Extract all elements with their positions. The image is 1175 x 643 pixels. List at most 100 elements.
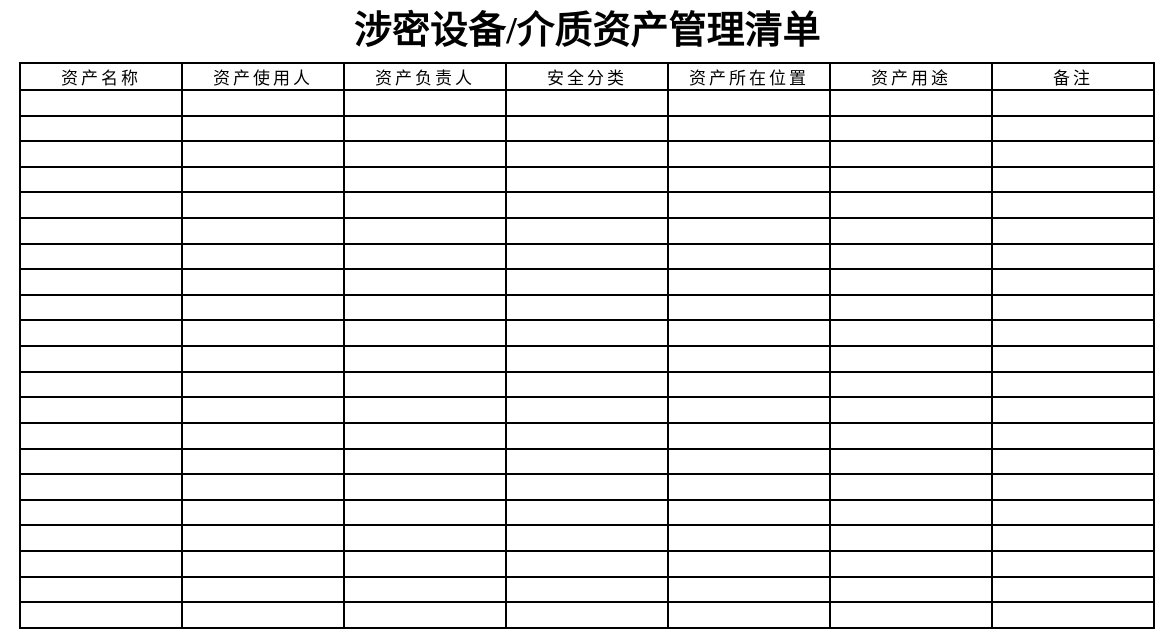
empty-cell[interactable] — [991, 114, 1155, 143]
empty-cell[interactable] — [181, 268, 345, 296]
empty-cell[interactable] — [19, 473, 183, 501]
empty-cell[interactable] — [343, 498, 507, 527]
empty-cell[interactable] — [19, 293, 183, 322]
empty-cell[interactable] — [829, 114, 993, 143]
empty-cell[interactable] — [667, 242, 831, 271]
empty-cell[interactable] — [829, 217, 993, 245]
empty-cell[interactable] — [19, 549, 183, 578]
empty-cell[interactable] — [829, 89, 993, 117]
empty-cell[interactable] — [19, 89, 183, 117]
empty-cell[interactable] — [343, 447, 507, 476]
empty-cell[interactable] — [667, 345, 831, 373]
empty-cell[interactable] — [343, 165, 507, 194]
empty-cell[interactable] — [829, 242, 993, 271]
empty-cell[interactable] — [181, 370, 345, 399]
empty-cell[interactable] — [667, 447, 831, 476]
empty-cell[interactable] — [991, 345, 1155, 373]
empty-cell[interactable] — [505, 217, 669, 245]
empty-cell[interactable] — [181, 140, 345, 168]
empty-cell[interactable] — [667, 165, 831, 194]
empty-cell[interactable] — [829, 498, 993, 527]
empty-cell[interactable] — [181, 498, 345, 527]
empty-cell[interactable] — [829, 524, 993, 552]
empty-cell[interactable] — [181, 293, 345, 322]
empty-cell[interactable] — [667, 114, 831, 143]
empty-cell[interactable] — [991, 601, 1155, 629]
empty-cell[interactable] — [181, 242, 345, 271]
empty-cell[interactable] — [343, 370, 507, 399]
empty-cell[interactable] — [667, 396, 831, 424]
empty-cell[interactable] — [181, 345, 345, 373]
empty-cell[interactable] — [829, 370, 993, 399]
empty-cell[interactable] — [829, 140, 993, 168]
empty-cell[interactable] — [343, 319, 507, 348]
empty-cell[interactable] — [991, 447, 1155, 476]
empty-cell[interactable] — [829, 473, 993, 501]
empty-cell[interactable] — [667, 319, 831, 348]
empty-cell[interactable] — [505, 396, 669, 424]
empty-cell[interactable] — [505, 524, 669, 552]
empty-cell[interactable] — [343, 575, 507, 604]
empty-cell[interactable] — [505, 114, 669, 143]
empty-cell[interactable] — [181, 89, 345, 117]
empty-cell[interactable] — [505, 345, 669, 373]
empty-cell[interactable] — [667, 601, 831, 629]
empty-cell[interactable] — [343, 242, 507, 271]
empty-cell[interactable] — [343, 524, 507, 552]
empty-cell[interactable] — [991, 549, 1155, 578]
empty-cell[interactable] — [343, 345, 507, 373]
empty-cell[interactable] — [991, 165, 1155, 194]
empty-cell[interactable] — [181, 601, 345, 629]
empty-cell[interactable] — [829, 345, 993, 373]
empty-cell[interactable] — [667, 89, 831, 117]
empty-cell[interactable] — [505, 191, 669, 220]
empty-cell[interactable] — [343, 268, 507, 296]
empty-cell[interactable] — [505, 498, 669, 527]
empty-cell[interactable] — [505, 575, 669, 604]
empty-cell[interactable] — [181, 575, 345, 604]
empty-cell[interactable] — [343, 396, 507, 424]
empty-cell[interactable] — [505, 601, 669, 629]
empty-cell[interactable] — [829, 421, 993, 450]
empty-cell[interactable] — [991, 293, 1155, 322]
empty-cell[interactable] — [343, 293, 507, 322]
empty-cell[interactable] — [829, 191, 993, 220]
empty-cell[interactable] — [829, 447, 993, 476]
empty-cell[interactable] — [181, 114, 345, 143]
empty-cell[interactable] — [667, 268, 831, 296]
empty-cell[interactable] — [19, 242, 183, 271]
empty-cell[interactable] — [667, 421, 831, 450]
empty-cell[interactable] — [829, 396, 993, 424]
empty-cell[interactable] — [991, 140, 1155, 168]
empty-cell[interactable] — [991, 242, 1155, 271]
empty-cell[interactable] — [19, 165, 183, 194]
empty-cell[interactable] — [505, 268, 669, 296]
empty-cell[interactable] — [505, 473, 669, 501]
empty-cell[interactable] — [505, 447, 669, 476]
empty-cell[interactable] — [343, 421, 507, 450]
empty-cell[interactable] — [181, 447, 345, 476]
empty-cell[interactable] — [667, 549, 831, 578]
empty-cell[interactable] — [19, 140, 183, 168]
empty-cell[interactable] — [19, 524, 183, 552]
empty-cell[interactable] — [19, 498, 183, 527]
empty-cell[interactable] — [667, 370, 831, 399]
empty-cell[interactable] — [19, 396, 183, 424]
empty-cell[interactable] — [343, 549, 507, 578]
empty-cell[interactable] — [667, 498, 831, 527]
empty-cell[interactable] — [343, 140, 507, 168]
empty-cell[interactable] — [19, 217, 183, 245]
empty-cell[interactable] — [343, 217, 507, 245]
empty-cell[interactable] — [991, 498, 1155, 527]
empty-cell[interactable] — [19, 575, 183, 604]
empty-cell[interactable] — [181, 524, 345, 552]
empty-cell[interactable] — [343, 114, 507, 143]
empty-cell[interactable] — [667, 524, 831, 552]
empty-cell[interactable] — [505, 319, 669, 348]
empty-cell[interactable] — [181, 217, 345, 245]
empty-cell[interactable] — [991, 89, 1155, 117]
empty-cell[interactable] — [667, 140, 831, 168]
empty-cell[interactable] — [181, 319, 345, 348]
empty-cell[interactable] — [343, 473, 507, 501]
empty-cell[interactable] — [667, 217, 831, 245]
